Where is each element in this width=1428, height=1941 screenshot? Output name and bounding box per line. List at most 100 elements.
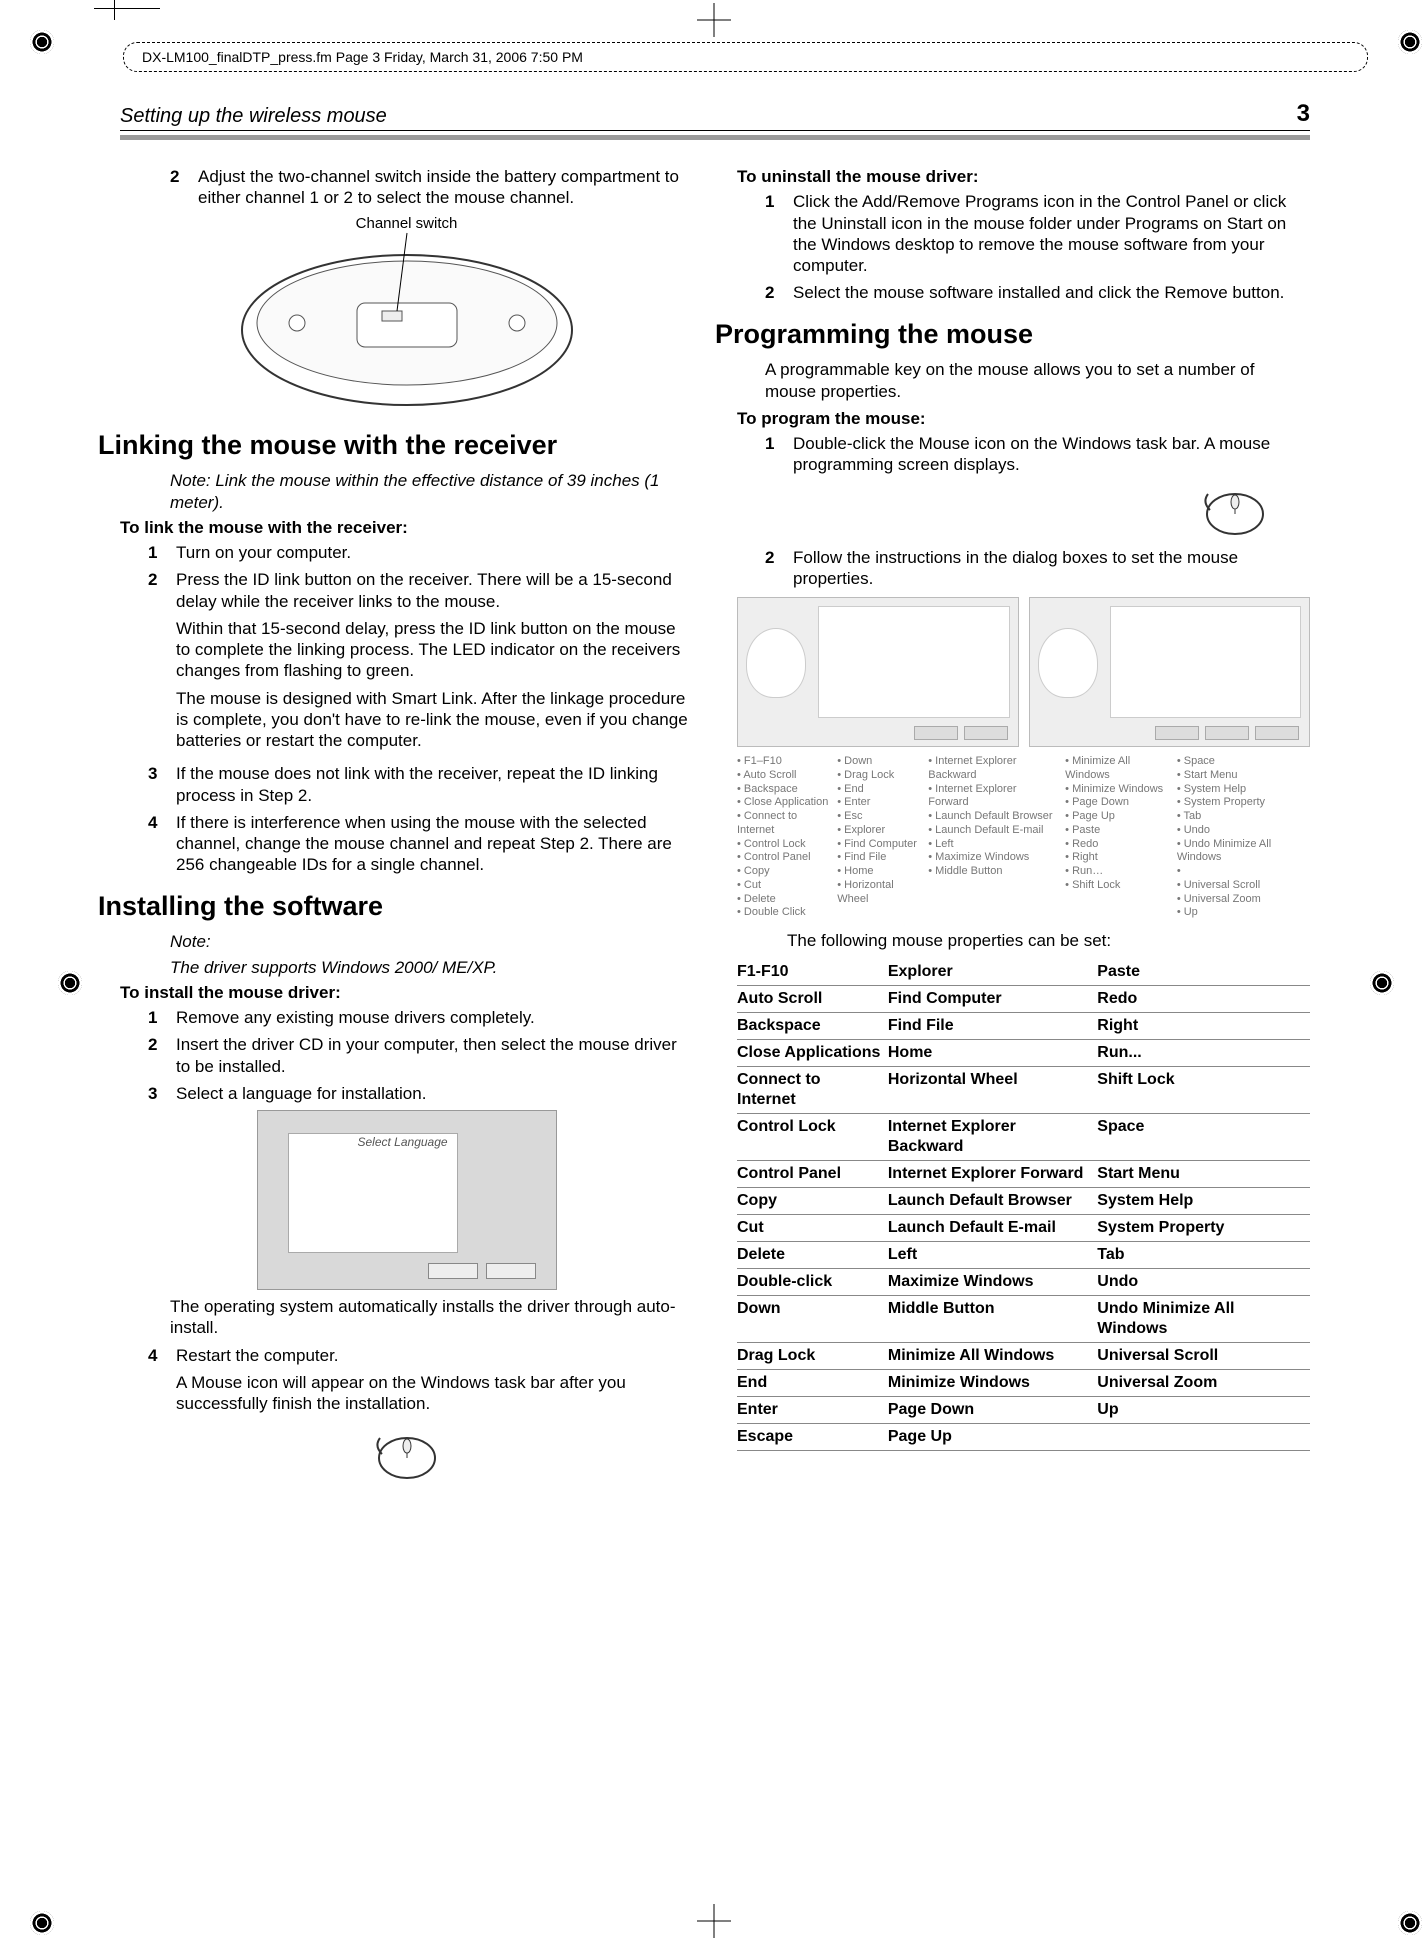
table-cell: Up bbox=[1097, 1397, 1310, 1424]
bullet-item: Undo Minimize All Windows bbox=[1177, 838, 1310, 866]
table-row: EndMinimize WindowsUniversal Zoom bbox=[737, 1370, 1310, 1397]
bullet-item: Explorer bbox=[837, 824, 922, 838]
bullet-column: DownDrag LockEndEnterEscExplorerFind Com… bbox=[837, 755, 922, 920]
table-cell: Backspace bbox=[737, 1013, 888, 1040]
bullet-item: Find Computer bbox=[837, 838, 922, 852]
table-cell: Maximize Windows bbox=[888, 1269, 1097, 1296]
table-cell: Minimize All Windows bbox=[888, 1343, 1097, 1370]
list-item: 1Remove any existing mouse drivers compl… bbox=[148, 1007, 693, 1028]
prog-intro: A programmable key on the mouse allows y… bbox=[765, 359, 1310, 402]
table-cell: Internet Explorer Backward bbox=[888, 1114, 1097, 1161]
table-cell: F1-F10 bbox=[737, 959, 888, 986]
table-cell: Minimize Windows bbox=[888, 1370, 1097, 1397]
header-rule bbox=[120, 135, 1310, 140]
table-cell: Delete bbox=[737, 1242, 888, 1269]
table-cell: Enter bbox=[737, 1397, 888, 1424]
bullet-column: Minimize All WindowsMinimize WindowsPage… bbox=[1065, 755, 1171, 920]
bullet-item: Find File bbox=[837, 851, 922, 865]
cropmark bbox=[94, 8, 160, 9]
table-row: CopyLaunch Default BrowserSystem Help bbox=[737, 1188, 1310, 1215]
bullet-item: Backspace bbox=[737, 783, 831, 797]
table-cell: Middle Button bbox=[888, 1296, 1097, 1343]
heading-installing: Installing the software bbox=[98, 890, 693, 924]
table-intro: The following mouse properties can be se… bbox=[787, 930, 1310, 951]
table-cell: Space bbox=[1097, 1114, 1310, 1161]
bullet-item: Left bbox=[928, 838, 1059, 852]
table-row: EnterPage DownUp bbox=[737, 1397, 1310, 1424]
table-cell: Launch Default Browser bbox=[888, 1188, 1097, 1215]
bullet-item: Minimize All Windows bbox=[1065, 755, 1171, 783]
table-row: Drag LockMinimize All WindowsUniversal S… bbox=[737, 1343, 1310, 1370]
table-cell: Find File bbox=[888, 1013, 1097, 1040]
table-cell bbox=[1097, 1424, 1310, 1451]
table-row: Close ApplicationsHomeRun... bbox=[737, 1040, 1310, 1067]
table-row: DownMiddle ButtonUndo Minimize All Windo… bbox=[737, 1296, 1310, 1343]
dialog-wheel bbox=[737, 597, 1019, 747]
bullet-item: Horizontal Wheel bbox=[837, 879, 922, 907]
table-cell: Page Up bbox=[888, 1424, 1097, 1451]
install-lead: To install the mouse driver: bbox=[120, 982, 693, 1003]
bullet-item: Paste bbox=[1065, 824, 1171, 838]
bullet-column: F1–F10Auto ScrollBackspaceClose Applicat… bbox=[737, 755, 831, 920]
bullet-item: Universal Scroll bbox=[1177, 879, 1310, 893]
bullet-column: SpaceStart MenuSystem HelpSystem Propert… bbox=[1177, 755, 1310, 920]
table-cell: Down bbox=[737, 1296, 888, 1343]
list-item: 2Follow the instructions in the dialog b… bbox=[765, 547, 1310, 590]
table-cell: Explorer bbox=[888, 959, 1097, 986]
bullet-item: Launch Default E-mail bbox=[928, 824, 1059, 838]
bullet-item: System Property bbox=[1177, 796, 1310, 810]
table-cell: Run... bbox=[1097, 1040, 1310, 1067]
heading-programming: Programming the mouse bbox=[715, 318, 1310, 352]
properties-table: F1-F10ExplorerPasteAuto ScrollFind Compu… bbox=[737, 959, 1310, 1451]
table-cell: System Help bbox=[1097, 1188, 1310, 1215]
table-row: Control LockInternet Explorer BackwardSp… bbox=[737, 1114, 1310, 1161]
bullet-item: Tab bbox=[1177, 810, 1310, 824]
bullet-item: Page Down bbox=[1065, 796, 1171, 810]
bullet-item: Delete bbox=[737, 893, 831, 907]
list-item: 1Click the Add/Remove Programs icon in t… bbox=[765, 191, 1310, 276]
table-cell: Tab bbox=[1097, 1242, 1310, 1269]
dialog-button bbox=[1029, 597, 1311, 747]
table-cell: Right bbox=[1097, 1013, 1310, 1040]
bullet-item: Up bbox=[1177, 906, 1310, 920]
bullet-item: Control Panel bbox=[737, 851, 831, 865]
list-item: 2Insert the driver CD in your computer, … bbox=[148, 1034, 693, 1077]
table-row: Auto ScrollFind ComputerRedo bbox=[737, 986, 1310, 1013]
bullet-item: Copy bbox=[737, 865, 831, 879]
table-cell: Redo bbox=[1097, 986, 1310, 1013]
table-cell: Undo Minimize All Windows bbox=[1097, 1296, 1310, 1343]
bullet-item: F1–F10 bbox=[737, 755, 831, 769]
bullet-item: Home bbox=[837, 865, 922, 879]
list-item: 3If the mouse does not link with the rec… bbox=[148, 763, 693, 806]
bullet-item: Universal Zoom bbox=[1177, 893, 1310, 907]
table-row: Control PanelInternet Explorer ForwardSt… bbox=[737, 1161, 1310, 1188]
table-cell: Home bbox=[888, 1040, 1097, 1067]
table-row: DeleteLeftTab bbox=[737, 1242, 1310, 1269]
bullet-item: Drag Lock bbox=[837, 769, 922, 783]
bullet-item: Run… bbox=[1065, 865, 1171, 879]
bullet-item: Minimize Windows bbox=[1065, 783, 1171, 797]
list-item: 2Select the mouse software installed and… bbox=[765, 282, 1310, 303]
print-path-text: DX-LM100_finalDTP_press.fm Page 3 Friday… bbox=[142, 49, 583, 65]
list-item: 4 Restart the computer. A Mouse icon wil… bbox=[148, 1345, 693, 1421]
bullet-item: Down bbox=[837, 755, 922, 769]
figure-dialog-row bbox=[737, 597, 1310, 747]
channel-switch-label: Channel switch bbox=[356, 215, 458, 234]
left-column: 2Adjust the two-channel switch inside th… bbox=[120, 166, 693, 1491]
table-cell: Cut bbox=[737, 1215, 888, 1242]
page-number: 3 bbox=[1297, 100, 1310, 128]
bullet-item: Cut bbox=[737, 879, 831, 893]
table-cell: Double-click bbox=[737, 1269, 888, 1296]
table-row: Double-clickMaximize WindowsUndo bbox=[737, 1269, 1310, 1296]
table-cell: Paste bbox=[1097, 959, 1310, 986]
bullet-item: End bbox=[837, 783, 922, 797]
table-cell: End bbox=[737, 1370, 888, 1397]
heading-linking: Linking the mouse with the receiver bbox=[98, 429, 693, 463]
bullet-item: Close Application bbox=[737, 796, 831, 810]
page-content: Setting up the wireless mouse 3 2Adjust … bbox=[120, 100, 1310, 1820]
mouse-bottom-illustration bbox=[227, 215, 587, 415]
table-cell: Escape bbox=[737, 1424, 888, 1451]
bullet-item: Enter bbox=[837, 796, 922, 810]
cropmark bbox=[114, 0, 115, 20]
list-item: 3Select a language for installation. bbox=[148, 1083, 693, 1104]
